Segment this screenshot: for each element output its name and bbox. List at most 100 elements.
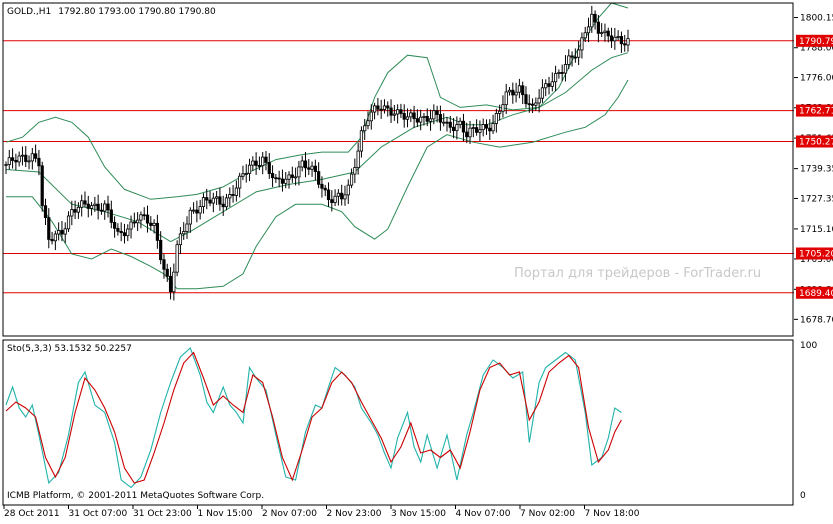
- candle: [53, 230, 57, 251]
- stochastic-signal-line: [5, 351, 622, 484]
- candle: [14, 153, 18, 171]
- candle-body: [17, 155, 21, 163]
- candle: [399, 103, 403, 118]
- candle-body: [20, 154, 25, 157]
- candle-body: [606, 30, 610, 37]
- price-level-tag-bg: [796, 286, 833, 299]
- candle: [333, 189, 337, 206]
- candle-body: [419, 116, 423, 123]
- candle: [80, 194, 84, 217]
- candle: [544, 79, 548, 97]
- bollinger-upper-line: [5, 2, 629, 200]
- candle-body: [14, 160, 18, 163]
- candle: [208, 191, 212, 207]
- candle: [623, 34, 627, 52]
- price-level-tag-label: 1705.20: [799, 249, 833, 259]
- price-axis-label: 1800.15: [800, 14, 833, 24]
- candle-body: [254, 160, 258, 166]
- candle: [280, 169, 285, 192]
- candle-body: [415, 118, 419, 123]
- candle: [563, 55, 568, 82]
- candle: [402, 104, 406, 128]
- candle-body: [162, 259, 166, 270]
- candle: [465, 122, 469, 144]
- candle-body: [307, 167, 311, 170]
- candle-body: [590, 13, 594, 28]
- candle: [113, 216, 117, 238]
- price-panel[interactable]: [3, 2, 794, 301]
- time-axis-label: 2 Nov 07:00: [262, 509, 317, 519]
- candle-body: [465, 131, 469, 138]
- candle: [603, 23, 607, 42]
- candle-body: [593, 13, 597, 23]
- candle: [37, 149, 41, 176]
- candle: [300, 155, 304, 172]
- time-axis-label: 1 Nov 15:00: [198, 509, 253, 519]
- candle-body: [66, 215, 71, 230]
- price-level-tag: 1689.40: [796, 286, 833, 299]
- candle-body: [80, 200, 84, 208]
- candle: [524, 86, 528, 108]
- candle: [234, 180, 238, 202]
- candle-body: [241, 173, 245, 177]
- candle-body: [264, 156, 268, 163]
- candle: [491, 114, 495, 134]
- candle: [27, 155, 31, 170]
- candle: [175, 240, 179, 277]
- price-level-tag-label: 1790.79: [799, 37, 833, 47]
- candle-body: [524, 94, 528, 105]
- stochastic-axis-label: 100: [800, 341, 817, 351]
- candle: [451, 117, 456, 139]
- candle-body: [126, 228, 130, 237]
- candle: [106, 195, 110, 218]
- candle: [261, 152, 265, 175]
- candle-body: [24, 154, 28, 162]
- candle-body: [366, 120, 370, 127]
- candle: [323, 184, 327, 197]
- candle: [586, 17, 591, 43]
- candle: [191, 202, 196, 214]
- candle: [606, 27, 610, 43]
- candle: [182, 222, 186, 240]
- price-axis-label: 1776.00: [800, 74, 833, 84]
- candle: [126, 224, 130, 242]
- candle: [471, 123, 475, 138]
- candle-body: [379, 108, 383, 111]
- candle: [224, 193, 229, 211]
- candle: [198, 199, 202, 220]
- candle-body: [382, 105, 387, 110]
- candle-body: [297, 166, 301, 178]
- candle: [155, 214, 159, 249]
- candle-body: [93, 203, 97, 207]
- candle: [76, 202, 81, 219]
- candle-body: [310, 165, 314, 170]
- candle-body: [145, 214, 150, 224]
- candle-body: [89, 205, 94, 209]
- candle: [517, 78, 521, 99]
- candle: [228, 187, 232, 207]
- candle-body: [152, 222, 156, 226]
- candle-body: [428, 118, 433, 122]
- time-axis-label: 31 Oct 07:00: [69, 509, 128, 519]
- stochastic-axis-label: 0: [800, 491, 806, 501]
- candle: [593, 10, 597, 30]
- candle-body: [159, 239, 163, 261]
- candle-body: [330, 199, 334, 203]
- candle: [303, 151, 308, 178]
- candle-body: [27, 160, 31, 163]
- candle: [432, 104, 436, 125]
- candle: [57, 222, 61, 241]
- candle-body: [168, 275, 173, 293]
- stochastic-panel[interactable]: [5, 347, 622, 489]
- candles: [4, 5, 630, 301]
- candle-body: [521, 85, 525, 96]
- candle-body: [557, 72, 561, 74]
- candle-body: [215, 196, 219, 199]
- candle: [461, 113, 466, 142]
- candle: [396, 104, 400, 124]
- candle-body: [369, 111, 373, 122]
- candle-body: [136, 219, 140, 224]
- candle-body: [619, 36, 624, 45]
